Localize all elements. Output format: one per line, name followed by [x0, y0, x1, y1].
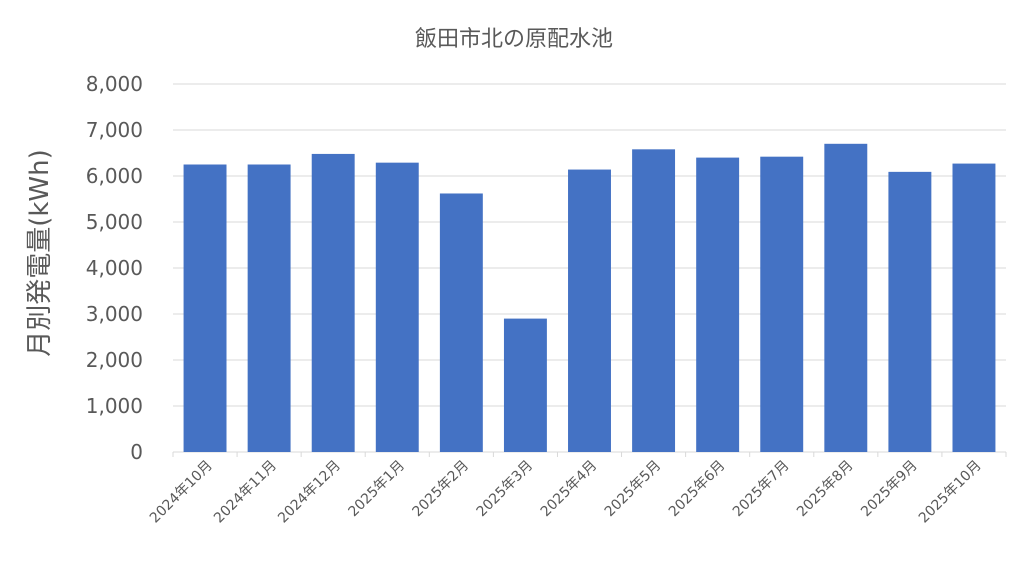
- bar: [568, 169, 611, 452]
- y-tick-label: 2,000: [86, 348, 143, 372]
- bar: [824, 143, 868, 453]
- x-tick-label: 2025年9月: [858, 458, 921, 521]
- bar: [888, 171, 932, 453]
- y-axis-label: 月別発電量(kWh): [25, 149, 55, 357]
- x-tick-label: 2025年10月: [916, 458, 985, 527]
- x-tick-label: 2024年11月: [211, 458, 280, 527]
- bar: [952, 163, 996, 452]
- y-tick-label: 7,000: [86, 118, 143, 142]
- bar: [311, 153, 355, 453]
- y-tick-label: 8,000: [86, 72, 143, 96]
- x-tick-label: 2025年1月: [345, 458, 408, 521]
- x-tick-label: 2025年5月: [602, 458, 665, 521]
- y-tick-label: 6,000: [86, 164, 143, 188]
- x-tick-label: 2024年12月: [275, 458, 344, 527]
- bar: [696, 157, 740, 452]
- x-tick-label: 2025年8月: [794, 458, 857, 521]
- y-tick-label: 0: [130, 440, 143, 464]
- y-tick-label: 3,000: [86, 302, 143, 326]
- y-tick-label: 5,000: [86, 210, 143, 234]
- bar: [632, 149, 676, 452]
- bar: [439, 193, 483, 453]
- x-tick-label: 2025年6月: [666, 458, 729, 521]
- bar: [183, 164, 227, 452]
- bar: [375, 162, 419, 452]
- x-tick-label: 2025年3月: [474, 458, 537, 521]
- bars: [183, 143, 996, 453]
- bar: [503, 318, 547, 452]
- x-tick-label: 2025年2月: [410, 458, 473, 521]
- bar: [760, 156, 804, 452]
- y-tick-label: 1,000: [86, 394, 143, 418]
- x-tick-label: 2025年4月: [538, 458, 601, 521]
- y-axis-ticks: 0 1,000 2,000 3,000 4,000 5,000 6,000 7,000 8,00…: [86, 72, 143, 464]
- x-tick-label: 2024年10月: [147, 458, 216, 527]
- bar: [247, 164, 291, 452]
- x-tick-label: 2025年7月: [730, 458, 793, 521]
- y-tick-label: 4,000: [86, 256, 143, 280]
- chart-title: 飯田市北の原配水池: [415, 27, 613, 52]
